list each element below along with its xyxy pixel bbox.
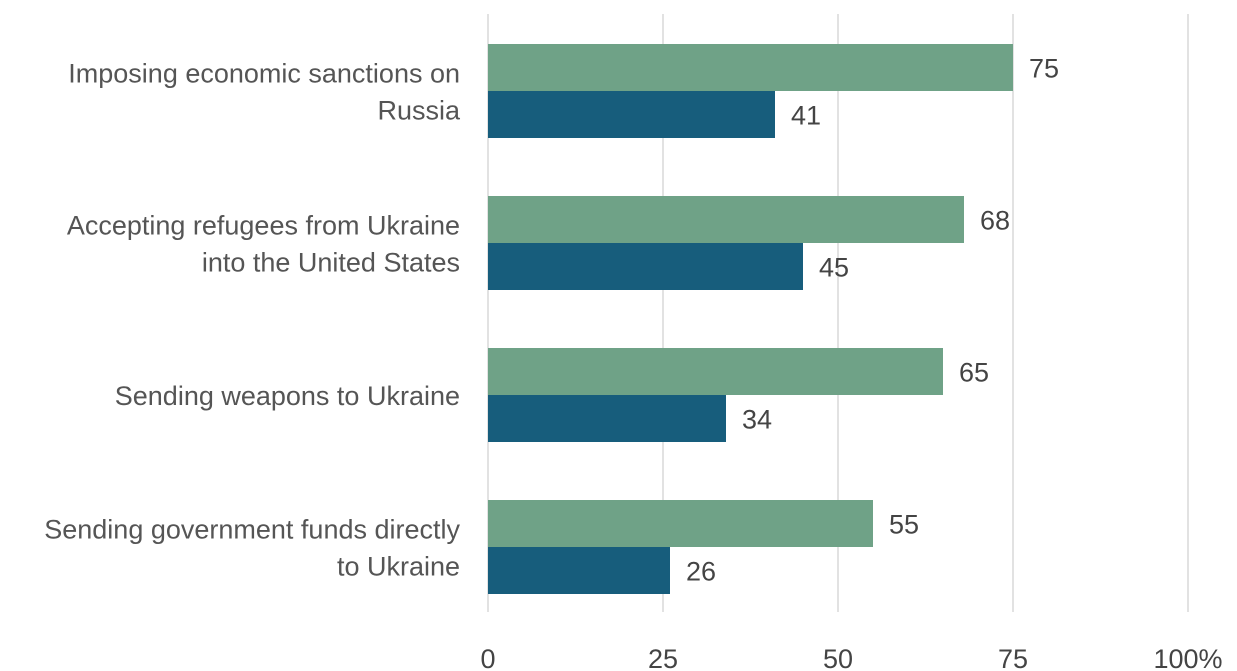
value-labels: 75 41 68 45 65 34 55 26 xyxy=(686,54,1059,587)
data-label-cat2-series1: 68 xyxy=(980,206,1010,236)
x-tick-label-100: 100% xyxy=(1153,644,1222,671)
bars xyxy=(488,44,1013,594)
x-tick-label-25: 25 xyxy=(648,644,678,671)
data-label-cat4-series1: 55 xyxy=(889,510,919,540)
bar-cat1-series1 xyxy=(488,44,1013,91)
category-label-1: Imposing economic sanctions on Russia xyxy=(68,59,461,126)
data-label-cat3-series2: 34 xyxy=(742,405,772,435)
x-tick-label-0: 0 xyxy=(480,644,495,671)
bar-cat4-series2 xyxy=(488,547,670,594)
bar-cat2-series2 xyxy=(488,243,803,290)
x-tick-label-75: 75 xyxy=(998,644,1028,671)
bar-cat1-series2 xyxy=(488,91,775,138)
category-label-2: Accepting refugees from Ukraine into the … xyxy=(67,211,460,278)
bar-cat3-series1 xyxy=(488,348,943,395)
category-label-3: Sending weapons to Ukraine xyxy=(115,381,460,411)
data-label-cat4-series2: 26 xyxy=(686,557,716,587)
data-label-cat1-series1: 75 xyxy=(1029,54,1059,84)
category-label-4: Sending government funds directly to Ukra… xyxy=(44,515,460,582)
x-tick-label-50: 50 xyxy=(823,644,853,671)
bar-cat2-series1 xyxy=(488,196,964,243)
data-label-cat1-series2: 41 xyxy=(791,101,821,131)
bar-cat3-series2 xyxy=(488,395,726,442)
x-axis-ticks: 0 25 50 75 100% xyxy=(480,644,1222,671)
category-labels: Imposing economic sanctions on Russia Acce… xyxy=(44,59,461,582)
data-label-cat3-series1: 65 xyxy=(959,358,989,388)
bar-cat4-series1 xyxy=(488,500,873,547)
data-label-cat2-series2: 45 xyxy=(819,253,849,283)
